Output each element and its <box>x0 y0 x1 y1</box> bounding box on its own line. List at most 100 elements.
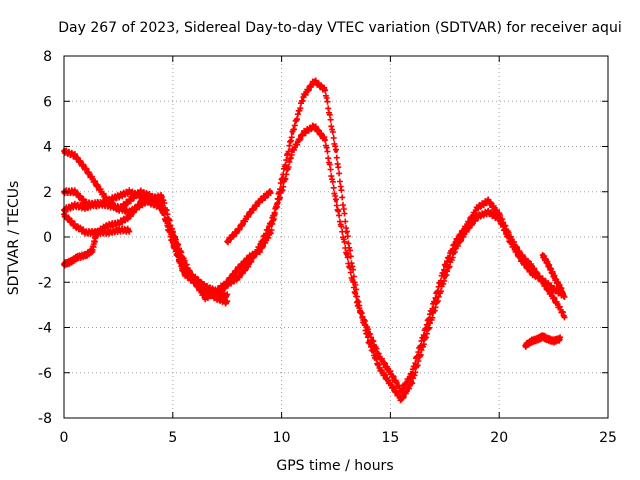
data-point <box>388 370 393 375</box>
data-point <box>203 296 208 301</box>
data-point <box>334 198 338 203</box>
data-point <box>421 334 426 339</box>
series-satellite-track-h <box>224 188 274 246</box>
data-point <box>529 264 534 269</box>
data-point <box>105 203 110 208</box>
data-point <box>127 214 132 219</box>
data-point <box>68 259 73 264</box>
data-point <box>138 194 143 199</box>
x-tick-label: 5 <box>168 430 177 446</box>
data-point <box>246 212 251 217</box>
data-point <box>257 198 262 203</box>
data-point <box>301 130 306 135</box>
data-point <box>290 149 295 154</box>
data-point <box>116 228 121 233</box>
data-point <box>312 124 317 129</box>
data-point <box>159 201 164 206</box>
data-point <box>355 302 360 307</box>
data-point <box>547 264 552 269</box>
x-tick-label: 20 <box>490 430 508 446</box>
y-tick-label: 0 <box>43 230 52 246</box>
data-point <box>558 336 563 341</box>
y-tick-label: 4 <box>43 140 52 156</box>
data-point <box>523 343 528 348</box>
data-point <box>105 230 110 235</box>
data-point <box>334 149 338 154</box>
data-point <box>540 280 545 285</box>
data-point <box>366 330 371 335</box>
y-tick-label: 6 <box>43 94 52 110</box>
series-satellite-track-g <box>169 122 568 395</box>
data-point <box>72 203 77 208</box>
data-point <box>72 153 77 158</box>
data-point <box>475 205 480 210</box>
x-tick-label: 25 <box>599 430 617 446</box>
data-point <box>545 336 550 341</box>
data-point <box>192 280 197 285</box>
series-satellite-track-j <box>539 252 566 296</box>
data-point <box>377 366 382 371</box>
data-point <box>246 262 251 267</box>
data-point <box>268 189 273 194</box>
data-point <box>236 228 241 233</box>
data-point <box>138 201 143 206</box>
data-point <box>225 239 230 244</box>
data-point <box>236 275 241 280</box>
data-point <box>486 210 491 215</box>
data-point <box>410 370 415 375</box>
x-axis-label: GPS time / hours <box>276 458 393 474</box>
data-point <box>75 255 80 260</box>
data-point <box>105 223 110 228</box>
data-point <box>540 334 545 339</box>
data-point <box>540 253 545 258</box>
data-point <box>551 287 556 292</box>
data-point <box>475 214 480 219</box>
data-point <box>399 388 404 393</box>
y-axis-label: SDTVAR / TECUs <box>6 181 22 296</box>
data-point <box>214 293 219 298</box>
data-point <box>453 239 458 244</box>
data-point <box>268 230 273 235</box>
data-point <box>551 296 556 301</box>
x-tick-label: 15 <box>381 430 399 446</box>
series-satellite-track-e <box>61 225 133 269</box>
data-point <box>551 339 556 344</box>
data-point <box>127 198 132 203</box>
data-point <box>388 382 393 387</box>
grid <box>64 56 608 418</box>
y-tick-label: -6 <box>38 366 52 382</box>
data-point <box>170 230 175 235</box>
data-point <box>442 275 447 280</box>
data-point <box>431 300 436 305</box>
data-point <box>203 284 208 289</box>
series-markers <box>169 122 568 395</box>
data-point <box>159 194 164 199</box>
data-point <box>225 293 230 298</box>
y-tick-label: 8 <box>43 49 52 65</box>
data-point <box>116 194 121 199</box>
data-point <box>562 293 567 298</box>
y-tick-label: -8 <box>38 411 52 427</box>
data-point <box>399 397 404 402</box>
data-point <box>90 248 95 253</box>
data-point <box>236 266 241 271</box>
data-point <box>257 244 262 249</box>
data-point <box>127 228 132 233</box>
data-point <box>149 194 154 199</box>
data-point <box>377 354 382 359</box>
data-point <box>72 223 77 228</box>
data-point <box>497 212 502 217</box>
chart-title: Day 267 of 2023, Sidereal Day-to-day VTE… <box>58 20 621 36</box>
y-tick-label: -2 <box>38 275 52 291</box>
data-point <box>344 253 349 258</box>
data-point <box>508 235 513 239</box>
data-point <box>562 314 567 319</box>
data-point <box>553 277 558 282</box>
data-point <box>410 379 415 384</box>
series-satellite-track-i <box>522 332 564 350</box>
data-point <box>83 230 88 235</box>
data-point <box>83 205 88 210</box>
data-point <box>83 167 88 172</box>
data-point <box>301 94 306 99</box>
